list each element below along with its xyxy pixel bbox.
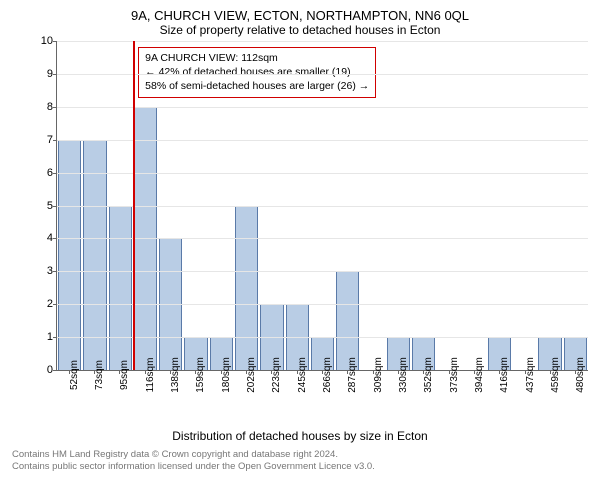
x-tick-slot: 95sqm: [107, 371, 132, 427]
bar: [336, 271, 359, 370]
x-ticks: 52sqm73sqm95sqm116sqm138sqm159sqm180sqm2…: [56, 371, 588, 427]
y-tick-mark: [53, 107, 57, 108]
bar: [83, 140, 106, 370]
y-tick-mark: [53, 337, 57, 338]
bar: [58, 140, 81, 370]
gridline: [57, 206, 588, 207]
x-tick-slot: 394sqm: [461, 371, 486, 427]
chart-subtitle: Size of property relative to detached ho…: [12, 23, 588, 37]
x-tick-label: 287sqm: [347, 357, 358, 393]
x-tick-label: 95sqm: [119, 360, 130, 390]
gridline: [57, 140, 588, 141]
y-tick-label: 5: [33, 200, 53, 212]
x-tick-label: 245sqm: [297, 357, 308, 393]
y-tick-label: 2: [33, 298, 53, 310]
x-tick-label: 373sqm: [449, 357, 460, 393]
y-tick-mark: [53, 41, 57, 42]
gridline: [57, 238, 588, 239]
x-tick-slot: 309sqm: [360, 371, 385, 427]
y-tick-mark: [53, 304, 57, 305]
footer-line-1: Contains HM Land Registry data © Crown c…: [12, 449, 588, 461]
x-tick-slot: 159sqm: [183, 371, 208, 427]
annotation-line-2: ← 42% of detached houses are smaller (19…: [145, 65, 369, 79]
gridline: [57, 41, 588, 42]
x-tick-slot: 138sqm: [157, 371, 182, 427]
y-tick-label: 3: [33, 265, 53, 277]
annotation-line-1: 9A CHURCH VIEW: 112sqm: [145, 51, 369, 65]
y-tick-mark: [53, 74, 57, 75]
x-tick-label: 459sqm: [550, 357, 561, 393]
x-tick-label: 73sqm: [94, 360, 105, 390]
chart-container: Number of detached properties 9A CHURCH …: [12, 41, 588, 443]
gridline: [57, 304, 588, 305]
y-tick-mark: [53, 206, 57, 207]
x-tick-label: 52sqm: [69, 360, 80, 390]
y-tick-mark: [53, 271, 57, 272]
gridline: [57, 173, 588, 174]
x-tick-slot: 373sqm: [436, 371, 461, 427]
x-tick-slot: 202sqm: [233, 371, 258, 427]
x-tick-slot: 287sqm: [335, 371, 360, 427]
x-tick-slot: 266sqm: [309, 371, 334, 427]
x-tick-label: 480sqm: [575, 357, 586, 393]
marker-annotation: 9A CHURCH VIEW: 112sqm ← 42% of detached…: [138, 47, 376, 98]
x-tick-slot: 223sqm: [259, 371, 284, 427]
x-tick-label: 223sqm: [271, 357, 282, 393]
x-tick-slot: 52sqm: [56, 371, 81, 427]
y-tick-label: 9: [33, 68, 53, 80]
x-tick-slot: 416sqm: [487, 371, 512, 427]
annotation-line-3: 58% of semi-detached houses are larger (…: [145, 79, 369, 93]
y-tick-mark: [53, 140, 57, 141]
chart-title: 9A, CHURCH VIEW, ECTON, NORTHAMPTON, NN6…: [12, 8, 588, 23]
y-tick-label: 10: [33, 35, 53, 47]
plot-area: 9A CHURCH VIEW: 112sqm ← 42% of detached…: [56, 41, 588, 371]
x-tick-label: 437sqm: [525, 357, 536, 393]
x-tick-label: 309sqm: [373, 357, 384, 393]
y-tick-label: 1: [33, 331, 53, 343]
x-tick-label: 180sqm: [221, 357, 232, 393]
x-tick-label: 159sqm: [195, 357, 206, 393]
bar: [109, 206, 132, 371]
x-tick-slot: 330sqm: [385, 371, 410, 427]
x-tick-slot: 437sqm: [512, 371, 537, 427]
x-tick-slot: 180sqm: [208, 371, 233, 427]
x-tick-slot: 245sqm: [284, 371, 309, 427]
y-tick-label: 4: [33, 232, 53, 244]
x-tick-slot: 116sqm: [132, 371, 157, 427]
x-axis-label: Distribution of detached houses by size …: [12, 429, 588, 443]
x-tick-label: 330sqm: [398, 357, 409, 393]
x-tick-label: 352sqm: [423, 357, 434, 393]
y-tick-label: 7: [33, 134, 53, 146]
y-tick-label: 6: [33, 167, 53, 179]
marker-line: [133, 41, 135, 370]
y-tick-mark: [53, 173, 57, 174]
footer: Contains HM Land Registry data © Crown c…: [12, 449, 588, 474]
y-tick-label: 0: [33, 364, 53, 376]
x-tick-slot: 459sqm: [537, 371, 562, 427]
x-tick-slot: 73sqm: [81, 371, 106, 427]
gridline: [57, 337, 588, 338]
x-tick-slot: 480sqm: [563, 371, 588, 427]
gridline: [57, 107, 588, 108]
x-tick-label: 138sqm: [170, 357, 181, 393]
bar: [235, 206, 258, 371]
x-tick-slot: 352sqm: [411, 371, 436, 427]
x-tick-label: 116sqm: [145, 358, 156, 393]
y-tick-mark: [53, 238, 57, 239]
footer-line-2: Contains public sector information licen…: [12, 461, 588, 473]
x-tick-label: 202sqm: [246, 357, 257, 393]
x-tick-label: 416sqm: [499, 357, 510, 393]
gridline: [57, 74, 588, 75]
y-tick-label: 8: [33, 101, 53, 113]
gridline: [57, 271, 588, 272]
x-tick-label: 394sqm: [474, 357, 485, 393]
x-tick-label: 266sqm: [322, 357, 333, 393]
